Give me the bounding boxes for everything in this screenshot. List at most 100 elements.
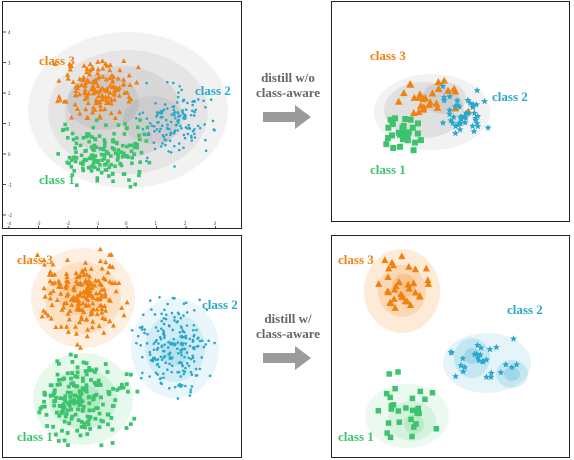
class2-marker [202,99,205,103]
class2-marker [193,100,196,103]
class3-marker [433,103,442,111]
class3-marker [80,300,86,306]
class2-marker [450,113,458,121]
class3-marker [82,83,88,88]
class2-marker [154,326,158,329]
class2-marker [182,146,185,150]
class3-marker [92,107,98,112]
class2-marker [204,105,207,109]
class2-marker [156,373,159,376]
class2-marker [169,131,173,134]
class3-marker [77,344,83,350]
class1-marker [138,118,142,122]
class1-marker [92,394,97,398]
class1-marker [92,380,97,385]
class1-marker [63,394,68,399]
class3-marker [84,91,90,97]
class2-marker [196,337,199,340]
class3-marker [50,261,56,267]
class3-marker [64,274,70,279]
class2-marker [168,387,171,390]
class1-marker [102,147,106,152]
class3-marker [77,272,83,278]
class2-marker [176,320,180,323]
class2-marker [200,356,203,359]
class2-marker [170,370,174,374]
class1-marker [124,126,129,131]
class1-marker [87,139,91,144]
class1-marker [63,414,68,419]
class1-marker [81,166,85,171]
class3-marker [83,316,90,322]
class2-marker [483,373,490,380]
class1-marker [86,165,91,170]
class2-marker [469,103,477,110]
class2-marker [440,93,448,101]
class3-marker [86,90,92,96]
class2-marker [157,365,161,369]
class3-marker [424,276,432,284]
class2-marker [170,311,174,315]
class2-marker [191,129,195,133]
class3-marker [54,297,60,302]
class2-marker [166,368,169,372]
class2-marker [198,367,202,371]
class1-marker [57,413,62,418]
class3-marker [92,87,98,93]
class1-marker [98,163,102,167]
class2-marker [452,129,459,137]
class2-marker [185,311,189,314]
class1-marker [102,153,107,157]
class2-marker [160,124,164,128]
class3-marker [411,288,420,296]
class3-marker [101,275,107,281]
class1-marker [114,151,118,156]
class2-marker [190,139,194,142]
class2-marker [191,356,195,360]
class1-marker [70,131,75,136]
class3-marker [424,280,433,287]
class3-marker [56,284,62,289]
class2-marker [198,339,202,343]
class2-marker [188,337,192,341]
class3-marker [403,297,411,305]
class2-marker [182,314,185,317]
class1-marker [95,383,100,388]
teacher-bottom-plot: class 3 class 2 class 1 [17,246,238,448]
class3-marker [78,82,85,88]
class3-marker [91,84,97,90]
class3-marker [74,341,80,347]
class2-marker [156,346,160,350]
class1-marker [58,403,63,408]
class1-marker [56,152,60,156]
class3-marker [102,290,108,296]
class3-density [392,274,416,298]
class1-marker [74,136,79,140]
class2-marker [145,81,148,85]
class1-marker [113,398,118,403]
class3-marker [97,302,103,308]
arrow-top-line1: distill w/o [261,70,315,85]
class1-marker [130,161,134,166]
class1-marker [37,410,42,415]
class2-marker [182,117,185,120]
class1-marker [139,150,144,155]
class2-marker [158,296,161,299]
class1-marker [52,403,57,408]
class2-marker [179,325,183,328]
class2-marker [483,356,490,363]
student-panel-bottom: class 3 class 2 class 1 [331,235,570,458]
class1-marker [97,134,102,138]
class2-marker [141,313,145,316]
class2-marker [184,342,188,345]
class3-marker [94,296,100,302]
class1-marker [56,439,61,443]
class2-marker [194,374,198,377]
class1-label: class 1 [338,429,374,444]
class2-marker [175,101,179,104]
class3-marker [120,82,126,87]
class3-marker [89,285,95,291]
class2-marker [187,356,191,360]
